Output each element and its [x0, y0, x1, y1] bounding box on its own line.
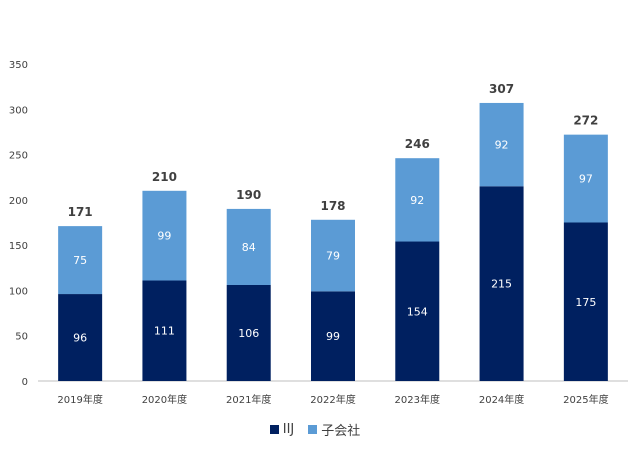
legend-item-iij: IIJ: [269, 420, 295, 439]
bar-segment-iij: [395, 241, 440, 381]
total-label: 171: [68, 205, 93, 219]
legend-swatch-iij: [269, 425, 279, 434]
bar-segment-subsidiary: [311, 219, 355, 292]
x-tick-label: 2024年度: [479, 393, 524, 406]
data-label-subsidiary: 92: [495, 139, 509, 152]
bar-segment-subsidiary: [58, 226, 103, 295]
bar-segment-subsidiary: [226, 208, 271, 285]
bar-segment-iij: [142, 280, 187, 381]
x-tick-label: 2020年度: [142, 393, 187, 406]
data-label-subsidiary: 99: [157, 230, 171, 243]
bar-segment-iij: [226, 284, 271, 381]
x-tick-label: 2021年度: [226, 393, 271, 406]
data-label-iij: 111: [154, 325, 175, 338]
bar-segment-subsidiary: [142, 190, 187, 281]
y-tick-label: 250: [9, 151, 28, 162]
legend: IIJ 子会社: [0, 420, 630, 439]
total-label: 190: [236, 188, 261, 202]
bar-segment-subsidiary: [395, 158, 440, 242]
y-tick-label: 300: [9, 105, 28, 116]
bar-segment-iij: [58, 294, 103, 381]
bar-segment-iij: [563, 222, 608, 381]
bar-segment-subsidiary: [563, 134, 608, 223]
y-tick-label: 200: [9, 196, 28, 207]
data-label-subsidiary: 84: [242, 241, 256, 254]
total-label: 272: [573, 114, 598, 128]
legend-label-iij: IIJ: [282, 422, 295, 437]
total-label: 178: [320, 199, 345, 213]
data-label-iij: 215: [491, 278, 512, 291]
y-tick-label: 150: [9, 241, 28, 252]
data-label-iij: 106: [238, 327, 259, 340]
legend-swatch-subsidiary: [308, 425, 318, 434]
x-tick-label: 2025年度: [563, 393, 608, 406]
data-label-iij: 175: [575, 296, 596, 309]
x-tick-label: 2022年度: [310, 393, 355, 406]
y-tick-label: 0: [22, 377, 28, 388]
y-tick-label: 350: [9, 60, 28, 71]
total-label: 307: [489, 82, 514, 96]
total-label: 210: [152, 170, 177, 184]
data-label-iij: 96: [73, 332, 87, 345]
bar-segment-iij: [311, 291, 355, 381]
legend-item-subsidiary: 子会社: [308, 420, 360, 439]
bar-segment-subsidiary: [479, 102, 524, 187]
data-label-iij: 154: [407, 305, 428, 318]
data-label-subsidiary: 92: [410, 194, 424, 207]
y-tick-label: 100: [9, 286, 28, 297]
data-label-subsidiary: 79: [326, 250, 340, 263]
data-label-subsidiary: 75: [73, 254, 87, 267]
y-tick-label: 50: [15, 332, 28, 343]
bar-segment-iij: [479, 186, 524, 381]
total-label: 246: [405, 137, 430, 151]
data-label-iij: 99: [326, 330, 340, 343]
data-label-subsidiary: 97: [579, 173, 593, 186]
x-tick-label: 2023年度: [395, 393, 440, 406]
legend-label-subsidiary: 子会社: [321, 424, 361, 439]
x-tick-label: 2019年度: [57, 393, 102, 406]
